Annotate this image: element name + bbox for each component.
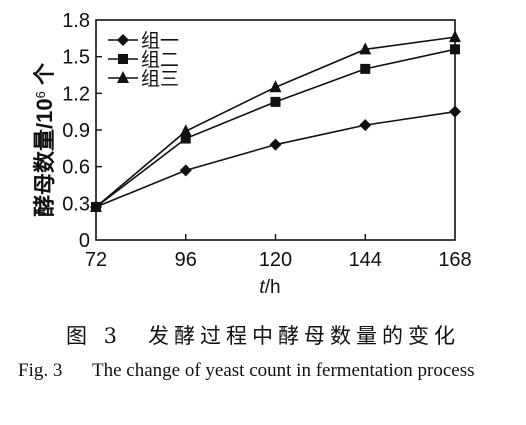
y-tick-label: 0 bbox=[79, 230, 90, 252]
data-point-triangle bbox=[359, 42, 372, 55]
legend-item: 组一 bbox=[108, 30, 179, 52]
legend-marker-square bbox=[118, 54, 128, 64]
y-tick-label: 0.9 bbox=[62, 120, 90, 142]
data-point-square bbox=[270, 96, 281, 107]
x-axis-label: t/h bbox=[259, 277, 280, 298]
y-tick-label: 1.5 bbox=[62, 47, 90, 69]
yeast-count-chart: 00.30.60.91.21.51.872 96 120 144 168 组一组二组三 … bbox=[32, 10, 472, 298]
y-tick-label: 1.8 bbox=[62, 10, 90, 32]
legend-item: 组二 bbox=[108, 49, 179, 71]
x-tick-label: 72 bbox=[85, 249, 107, 271]
y-tick-label: 1.2 bbox=[62, 83, 90, 105]
data-point-diamond bbox=[269, 138, 282, 151]
chart-ticks: 0 0.3 0.6 0.9 1.2 1.5 1.8 72 96 120 144 168 bbox=[62, 10, 472, 271]
legend-label: 组二 bbox=[141, 49, 179, 71]
series-3 bbox=[90, 30, 461, 212]
data-point-square bbox=[180, 133, 191, 144]
x-tick-label: 168 bbox=[438, 249, 471, 271]
figure-caption-english: Fig. 3 The change of yeast count in ferme… bbox=[18, 353, 518, 388]
figure-number: Fig. 3 bbox=[18, 360, 63, 381]
y-tick-label: 0.3 bbox=[62, 193, 90, 215]
x-tick-label: 144 bbox=[349, 249, 382, 271]
data-point-triangle bbox=[179, 124, 192, 137]
data-point-diamond bbox=[179, 164, 192, 177]
legend-item: 组三 bbox=[108, 68, 179, 90]
legend-marker-triangle bbox=[117, 71, 129, 83]
x-tick-label: 120 bbox=[259, 249, 292, 271]
y-tick-label: 0.6 bbox=[62, 157, 90, 179]
figure-caption-chinese: 图 3 发酵过程中酵母数量的变化 bbox=[65, 324, 461, 348]
legend-marker-diamond bbox=[117, 34, 129, 46]
y-axis-label: 酵母数量/106 个 bbox=[32, 62, 57, 217]
data-point-diamond bbox=[449, 105, 461, 118]
figure-caption-english-text: The change of yeast count in fermentatio… bbox=[92, 360, 475, 381]
data-point-diamond bbox=[359, 119, 372, 132]
x-tick-label: 96 bbox=[175, 249, 197, 271]
series-line bbox=[95, 110, 456, 208]
legend-label: 组三 bbox=[141, 68, 179, 90]
data-point-triangle bbox=[269, 80, 282, 93]
data-point-triangle bbox=[90, 200, 102, 212]
legend-label: 组一 bbox=[141, 30, 179, 52]
series-1 bbox=[90, 105, 461, 213]
data-point-square bbox=[360, 63, 371, 74]
chart-series-lines bbox=[90, 30, 461, 213]
data-point-square bbox=[450, 44, 460, 55]
data-point-triangle bbox=[449, 30, 461, 43]
